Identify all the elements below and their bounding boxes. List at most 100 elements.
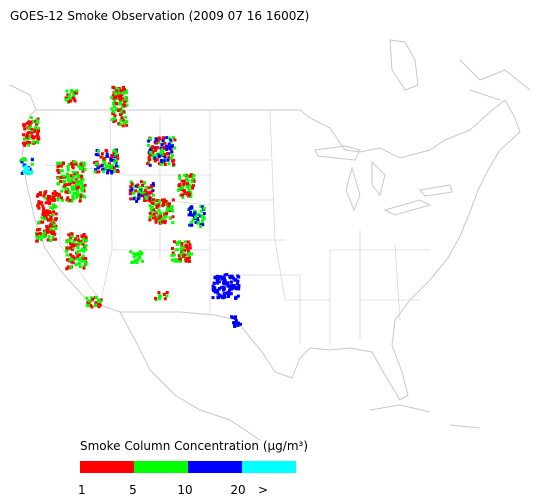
smoke-pixel xyxy=(190,252,193,256)
smoke-pixel xyxy=(149,207,153,211)
smoke-pixel xyxy=(187,256,191,259)
smoke-pixel xyxy=(34,126,38,130)
smoke-pixel xyxy=(168,147,172,151)
smoke-pixel xyxy=(35,133,39,137)
smoke-pixel xyxy=(239,322,242,326)
smoke-pixel xyxy=(82,237,86,241)
smoke-pixel xyxy=(171,159,175,163)
smoke-pixel xyxy=(201,218,205,222)
smoke-pixel xyxy=(69,236,73,240)
smoke-pixel xyxy=(23,127,27,131)
smoke-pixel xyxy=(161,136,165,140)
smoke-pixel xyxy=(235,282,239,286)
smoke-pixel xyxy=(75,193,79,197)
smoke-pixel xyxy=(71,243,75,247)
colorbar-tick-label: 1 xyxy=(78,483,86,497)
smoke-pixel xyxy=(110,167,114,171)
smoke-pixel xyxy=(148,211,152,215)
smoke-pixel xyxy=(100,152,104,156)
smoke-pixel xyxy=(59,169,63,173)
smoke-pixel xyxy=(217,277,220,280)
smoke-pixel xyxy=(121,89,125,93)
smoke-pixel xyxy=(24,158,27,162)
smoke-pixel xyxy=(149,137,152,141)
smoke-pixel xyxy=(72,185,76,189)
smoke-pixel xyxy=(222,282,226,286)
smoke-pixel xyxy=(40,216,44,220)
smoke-pixel xyxy=(223,293,226,297)
smoke-pixel xyxy=(73,243,77,247)
smoke-pixel xyxy=(70,178,74,182)
smoke-pixel xyxy=(122,104,126,107)
smoke-pixel xyxy=(196,220,200,224)
smoke-pixel xyxy=(43,192,47,196)
smoke-pixel xyxy=(201,214,205,218)
smoke-pixel xyxy=(144,185,148,189)
smoke-pixel xyxy=(168,216,172,220)
smoke-pixel xyxy=(132,255,136,259)
smoke-pixel xyxy=(172,240,176,244)
smoke-pixel xyxy=(180,179,184,183)
smoke-pixel xyxy=(31,135,34,138)
smoke-pixel xyxy=(23,137,27,141)
smoke-pixel xyxy=(22,133,25,137)
smoke-pixel xyxy=(71,165,75,168)
smoke-pixel xyxy=(63,179,67,183)
smoke-pixel xyxy=(27,167,30,171)
smoke-pixel xyxy=(69,99,72,103)
smoke-pixel xyxy=(78,253,81,257)
smoke-pixel xyxy=(149,150,153,154)
smoke-pixel xyxy=(161,139,165,142)
smoke-pixel xyxy=(45,230,49,234)
smoke-pixel xyxy=(54,212,58,216)
smoke-pixel xyxy=(225,273,229,276)
smoke-pixel xyxy=(183,192,187,195)
smoke-pixel xyxy=(135,199,139,203)
smoke-pixel xyxy=(227,292,231,296)
smoke-pixel xyxy=(140,191,143,195)
smoke-pixel xyxy=(62,174,66,178)
smoke-pixel xyxy=(137,193,141,197)
smoke-pixel xyxy=(216,274,219,278)
smoke-pixel xyxy=(214,289,218,293)
smoke-pixel xyxy=(123,90,127,94)
smoke-pixel xyxy=(169,140,173,144)
smoke-pixel xyxy=(190,206,194,210)
smoke-pixel xyxy=(162,199,166,203)
smoke-pixel xyxy=(151,182,155,186)
smoke-pixel xyxy=(129,250,133,254)
smoke-pixel xyxy=(52,199,56,202)
smoke-pixel xyxy=(143,199,147,202)
smoke-pixel xyxy=(66,183,70,187)
smoke-pixel xyxy=(183,253,187,257)
smoke-pixel xyxy=(178,257,182,261)
smoke-pixel xyxy=(112,120,116,123)
smoke-pixel xyxy=(141,259,144,263)
smoke-pixel xyxy=(98,300,102,303)
smoke-pixel xyxy=(51,213,55,217)
smoke-pixel xyxy=(199,223,203,226)
smoke-pixel xyxy=(76,234,80,238)
smoke-pixel xyxy=(198,214,202,218)
smoke-pixel xyxy=(167,205,171,209)
smoke-pixel xyxy=(156,146,160,150)
smoke-pixel xyxy=(74,263,78,267)
smoke-pixel xyxy=(113,169,117,173)
smoke-pixel xyxy=(123,88,126,92)
smoke-pixel xyxy=(81,254,85,258)
smoke-pixel xyxy=(87,299,91,303)
smoke-pixel xyxy=(216,280,220,283)
smoke-pixel xyxy=(157,219,161,223)
smoke-pixel xyxy=(31,136,35,140)
smoke-pixel xyxy=(169,156,173,160)
smoke-pixel xyxy=(47,234,51,238)
smoke-pixel xyxy=(79,162,83,166)
smoke-pixel xyxy=(226,284,230,288)
smoke-pixel xyxy=(194,215,198,219)
colorbar: 1 5 10 20 > xyxy=(78,461,296,497)
smoke-pixel xyxy=(217,280,221,284)
smoke-pixel xyxy=(69,265,73,269)
smoke-pixel xyxy=(44,231,48,235)
smoke-pixel xyxy=(150,201,154,205)
smoke-pixel xyxy=(167,136,171,140)
